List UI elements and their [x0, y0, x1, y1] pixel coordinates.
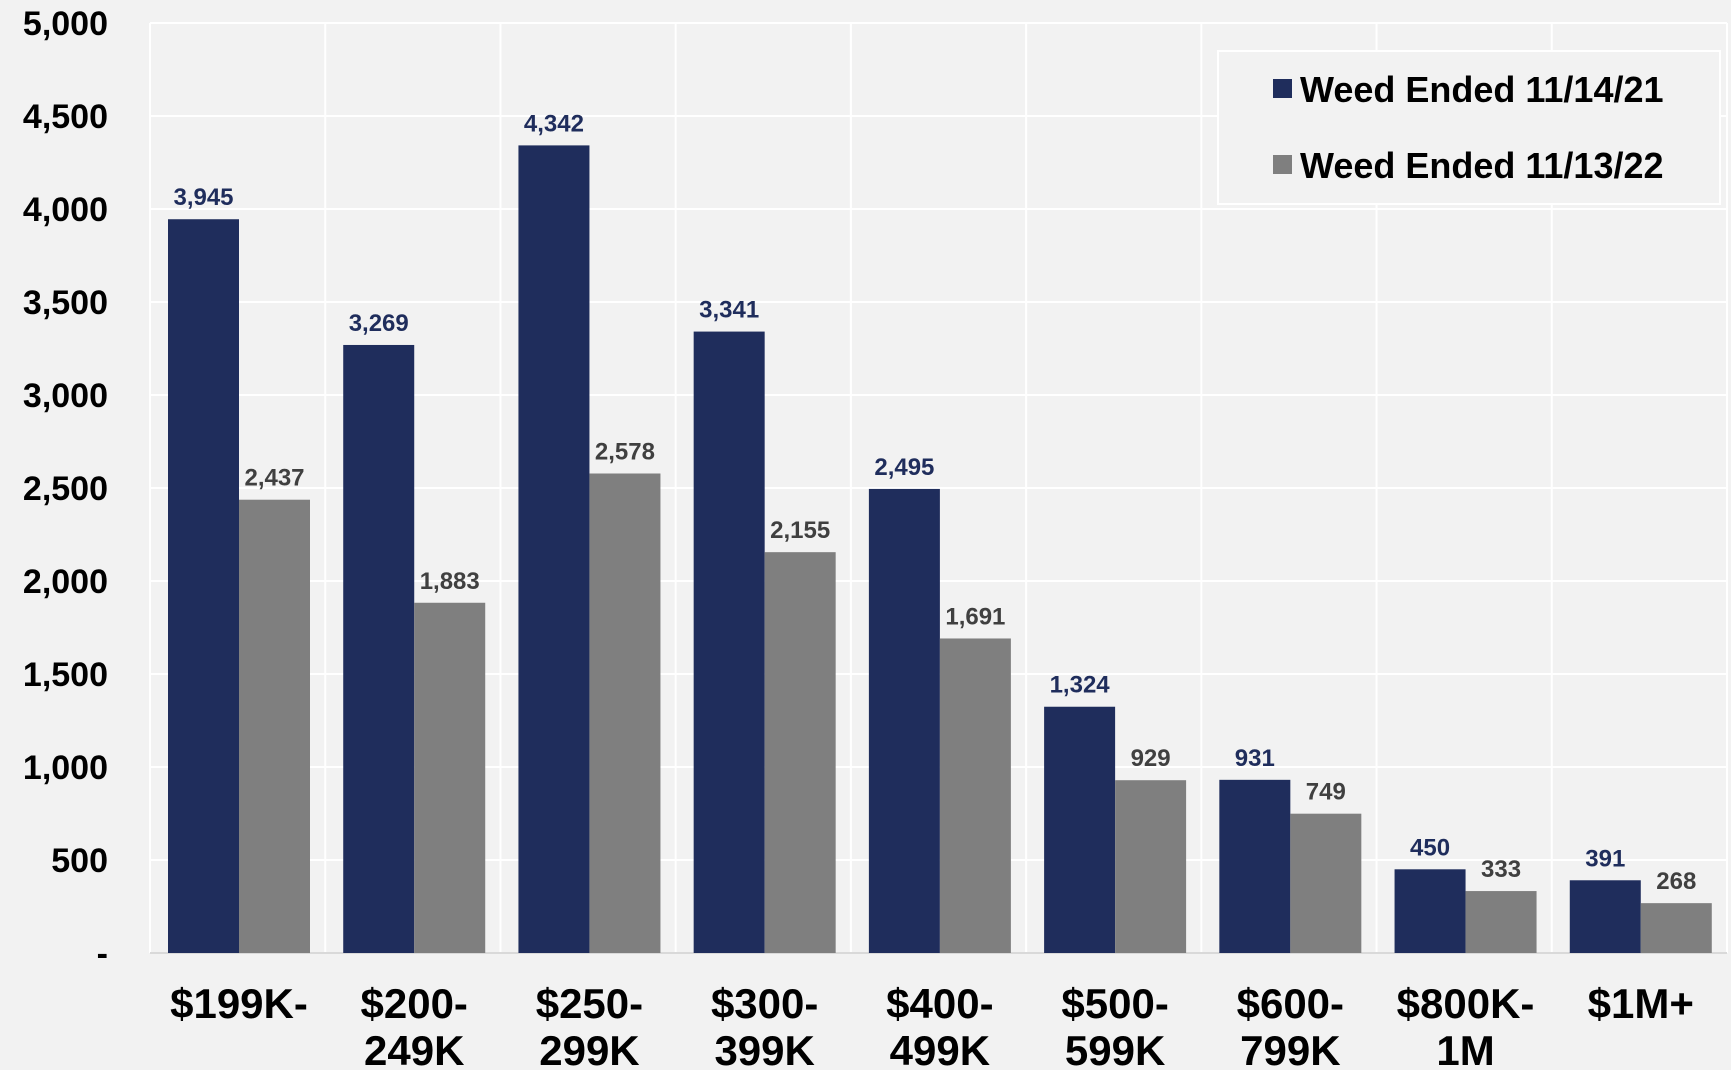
data-labels: 3,945 3,269 4,342 3,341 2,495 1,324 931 450 391 2…: [173, 110, 1696, 895]
bar-series-1: [1569, 880, 1641, 953]
bar-series-2: [1465, 891, 1537, 953]
y-tick-label: 1,000: [23, 749, 108, 787]
data-label-series-2: 2,437: [244, 465, 304, 492]
x-tick-label: $199K-: [170, 980, 308, 1027]
x-tick-label: $300-: [711, 980, 818, 1027]
x-tick-label: 499K: [890, 1027, 990, 1070]
bar-series-2: [1290, 813, 1362, 953]
x-tick-label: 299K: [539, 1027, 639, 1070]
y-tick-label: 2,500: [23, 470, 108, 508]
x-tick-label: $600-: [1237, 980, 1344, 1027]
bar-series-2: [589, 473, 661, 953]
data-label-series-2: 2,578: [595, 438, 655, 465]
x-axis: $199K- $200-249K $250-299K $300-399K $400-49…: [170, 980, 1694, 1070]
y-tick-label: 5,000: [23, 5, 108, 43]
data-label-series-1: 3,341: [699, 297, 759, 324]
x-tick-label: 599K: [1065, 1027, 1165, 1070]
data-label-series-1: 391: [1585, 845, 1625, 872]
x-tick-label: 1M: [1436, 1027, 1494, 1070]
data-label-series-2: 268: [1656, 868, 1696, 895]
y-tick-label: -: [97, 935, 108, 973]
data-label-series-1: 1,324: [1050, 672, 1111, 699]
x-tick-label: $400-: [886, 980, 993, 1027]
bar-series-1: [1044, 706, 1116, 953]
data-label-series-2: 1,691: [945, 603, 1005, 630]
data-label-series-1: 450: [1410, 834, 1450, 861]
bar-series-2: [414, 602, 486, 953]
bar-series-1: [168, 219, 239, 954]
y-tick-label: 500: [51, 842, 108, 880]
legend-box: [1217, 50, 1721, 205]
x-tick-label: $800K-: [1397, 980, 1535, 1027]
y-tick-label: 4,500: [23, 98, 108, 136]
legend-label-series-2: Weed Ended 11/13/22: [1300, 145, 1664, 186]
x-tick-label: 249K: [364, 1027, 464, 1070]
legend-swatch-series-1: [1273, 79, 1292, 98]
bar-series-2: [764, 552, 836, 953]
bar-series-1: [1219, 779, 1291, 953]
x-tick-label: $200-: [361, 980, 468, 1027]
data-label-series-1: 3,269: [349, 310, 409, 337]
data-label-series-2: 333: [1481, 856, 1521, 883]
x-tick-label: $250-: [536, 980, 643, 1027]
y-tick-label: 3,000: [23, 377, 108, 415]
legend-swatch-series-2: [1273, 155, 1292, 174]
data-label-series-2: 929: [1131, 745, 1171, 772]
data-label-series-1: 2,495: [874, 454, 934, 481]
y-tick-label: 3,500: [23, 284, 108, 322]
data-label-series-1: 4,342: [524, 110, 584, 137]
y-tick-label: 1,500: [23, 656, 108, 694]
data-label-series-2: 749: [1306, 779, 1346, 806]
y-axis: - 500 1,000 1,500 2,000 2,500 3,000 3,500 4,000 4…: [23, 5, 1727, 973]
x-tick-label: 399K: [714, 1027, 814, 1070]
y-tick-label: 4,000: [23, 191, 108, 229]
bar-series-1: [518, 145, 590, 953]
bar-series-2: [939, 638, 1011, 953]
bars: [168, 145, 1712, 954]
data-label-series-2: 1,883: [420, 568, 480, 595]
y-tick-label: 2,000: [23, 563, 108, 601]
x-tick-label: $1M+: [1588, 980, 1694, 1027]
bar-series-1: [693, 331, 765, 954]
data-label-series-1: 3,945: [173, 184, 233, 211]
bar-series-1: [343, 344, 415, 953]
data-label-series-1: 931: [1235, 745, 1275, 772]
legend-label-series-1: Weed Ended 11/14/21: [1300, 69, 1664, 110]
x-tick-label: $500-: [1061, 980, 1168, 1027]
x-tick-label: 799K: [1240, 1027, 1340, 1070]
bar-series-2: [1115, 780, 1187, 953]
bar-series-1: [1394, 869, 1466, 953]
bar-series-2: [239, 499, 310, 953]
bar-series-1: [868, 488, 940, 953]
legend: Weed Ended 11/14/21 Weed Ended 11/13/22: [1217, 50, 1721, 205]
bar-series-2: [1640, 903, 1712, 953]
data-label-series-2: 2,155: [770, 517, 830, 544]
